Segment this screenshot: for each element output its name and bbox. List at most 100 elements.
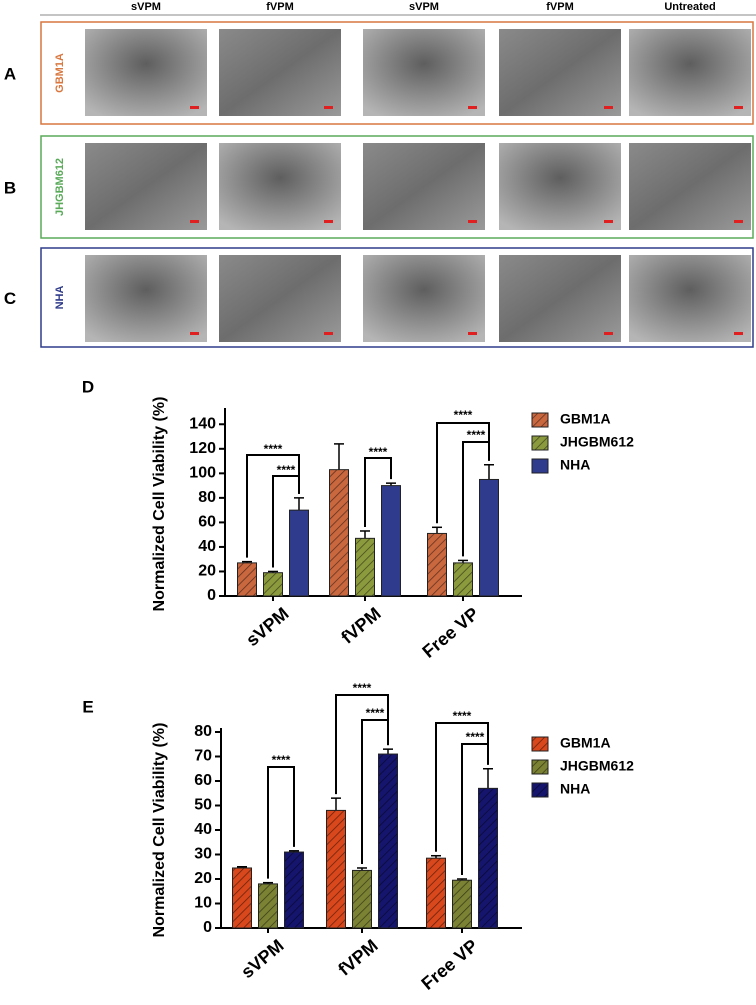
row-label: NHA [54,286,66,310]
micrograph [629,29,751,116]
scale-bar [604,106,613,109]
y-tick-label: 0 [207,587,216,604]
bar [352,869,372,929]
panel-label: E [82,697,93,716]
legend-swatch [531,435,549,451]
micrograph [499,143,621,230]
significance-label: **** [366,706,385,720]
bar [326,809,346,929]
micrograph [363,255,485,342]
significance-bracket [361,719,389,864]
legend-label: JHGBM612 [560,434,634,450]
significance-label: **** [467,428,486,442]
scale-bar [324,220,333,223]
micrograph [499,29,621,116]
row-label: GBM1A [54,53,66,93]
significance-label: **** [272,753,291,767]
y-axis-label: Normalized Cell Viability (%) [151,723,168,938]
y-tick-label: 70 [194,748,212,765]
y-tick-label: 60 [198,514,216,531]
y-tick-label: 60 [194,772,212,789]
bar [479,478,499,597]
micrograph [629,143,751,230]
scale-bar [734,220,743,223]
x-tick-label: fVPM [334,935,381,979]
micrograph [363,143,485,230]
micrograph [85,29,207,116]
legend-label: GBM1A [560,411,611,427]
bar [381,485,401,597]
column-header: fVPM [546,1,574,13]
scale-bar [604,332,613,335]
panel-label: A [4,64,16,83]
bar [284,851,304,929]
scale-bar [734,106,743,109]
y-tick-label: 80 [198,489,216,506]
x-tick-label: Free VP [418,603,482,661]
scale-bar [324,332,333,335]
scale-bar [190,106,199,109]
legend-label: JHGBM612 [560,758,634,774]
significance-label: **** [453,709,472,723]
y-tick-label: 10 [194,895,212,912]
micrograph [85,143,207,230]
x-tick-label: fVPM [337,603,384,647]
legend-swatch [531,458,549,474]
micrograph [219,29,341,116]
legend-swatch [531,782,549,798]
y-tick-label: 20 [194,870,212,887]
x-tick-label: sVPM [242,603,292,650]
significance-label: **** [454,408,473,422]
significance-label: **** [277,463,296,477]
bar [289,509,309,597]
micrograph [219,255,341,342]
scale-bar [324,106,333,109]
bar [453,562,473,597]
micrograph [499,255,621,342]
significance-bracket [462,441,490,557]
legend-swatch [531,736,549,752]
scale-bar [468,106,477,109]
bar [355,537,375,597]
row-frame [40,247,754,348]
panel-label: D [82,377,94,396]
significance-label: **** [353,681,372,695]
y-tick-label: 40 [198,538,216,555]
column-header: sVPM [131,1,161,13]
panel-label: C [4,289,16,308]
row-frame [40,21,754,125]
bar [478,787,498,929]
y-tick-label: 20 [198,563,216,580]
micrograph [85,255,207,342]
y-tick-label: 140 [189,415,216,432]
legend-swatch [531,412,549,428]
y-tick-label: 0 [203,919,212,936]
legend-label: NHA [560,781,590,797]
scale-bar [604,220,613,223]
bar [427,532,447,597]
column-header: fVPM [266,1,294,13]
row-frame [40,135,754,239]
bar [258,883,278,929]
row-label: JHGBM612 [54,158,66,216]
scale-bar [468,220,477,223]
scale-bar [190,220,199,223]
bar [378,753,398,929]
significance-label: **** [466,730,485,744]
column-header: Untreated [664,1,715,13]
significance-bracket [272,475,300,568]
scale-bar [190,332,199,335]
column-header: sVPM [409,1,439,13]
bar [232,867,252,929]
significance-label: **** [264,442,283,456]
y-tick-label: 30 [194,846,212,863]
legend-label: GBM1A [560,735,611,751]
bar [263,572,283,597]
x-tick-label: Free VP [417,935,481,993]
y-tick-label: 40 [194,821,212,838]
significance-bracket [246,454,300,558]
x-tick-label: sVPM [237,935,287,982]
scale-bar [734,332,743,335]
panel-label: B [4,178,16,197]
